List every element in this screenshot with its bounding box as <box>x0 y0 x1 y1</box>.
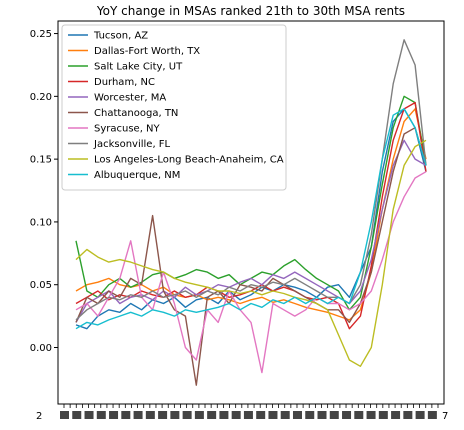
x-tick-label-glyph <box>305 411 315 419</box>
x-tick-label-glyph <box>219 411 229 419</box>
legend-label: Albuquerque, NM <box>94 170 180 181</box>
axes-frame <box>57 20 445 405</box>
x-tick-label-last: 7 <box>442 411 448 422</box>
legend-label: Worcester, MA <box>94 93 166 104</box>
x-tick-label-glyph <box>182 411 192 419</box>
x-tick-label-glyph <box>170 411 180 419</box>
series-line-7 <box>75 39 427 321</box>
x-tick-label-glyph <box>207 411 217 419</box>
x-tick-label-glyph <box>256 411 266 419</box>
x-tick-label-glyph <box>109 411 119 419</box>
series-line-5 <box>75 126 427 386</box>
legend-label: Salt Lake City, UT <box>94 62 183 73</box>
x-tick-label-glyph <box>378 411 388 419</box>
x-tick-label-glyph <box>342 411 352 419</box>
series-line-9 <box>75 108 427 330</box>
x-tick-label-glyph <box>391 411 401 419</box>
x-tick-label-glyph <box>354 411 364 419</box>
plot-area <box>75 39 427 386</box>
x-tick-label-glyph <box>72 411 82 419</box>
y-tick-label: 0.20 <box>30 92 52 103</box>
x-tick-label-first: 2 <box>36 411 42 422</box>
series-line-4 <box>75 139 427 323</box>
x-tick-label-glyph <box>366 411 376 419</box>
x-tick-label-glyph <box>268 411 278 419</box>
series-line-6 <box>75 171 427 374</box>
legend-label: Tucson, AZ <box>93 31 148 42</box>
x-tick-label-glyph <box>60 411 69 419</box>
x-tick-label-glyph <box>121 411 131 419</box>
x-tick-label-glyph <box>84 411 94 419</box>
y-tick-label: 0.00 <box>30 343 52 354</box>
x-tick-label-glyph <box>133 411 143 419</box>
x-tick-label-glyph <box>158 411 168 419</box>
legend-label: Chattanooga, TN <box>94 108 178 119</box>
y-tick-label: 0.25 <box>30 29 52 40</box>
x-tick-label-glyph <box>231 411 241 419</box>
x-tick-label-glyph <box>243 411 253 419</box>
x-tick-label-glyph <box>317 411 327 419</box>
x-tick-label-glyph <box>427 411 437 419</box>
legend-label: Syracuse, NY <box>94 124 161 135</box>
legend: Tucson, AZ Dallas-Fort Worth, TX Salt Lake… <box>61 24 287 191</box>
x-tick-label-glyph <box>403 411 413 419</box>
y-tick-label: 0.05 <box>30 280 52 291</box>
series-line-0 <box>75 108 427 330</box>
legend-label: Los Angeles-Long Beach-Anaheim, CA <box>94 155 284 166</box>
x-tick-label-glyph <box>96 411 106 419</box>
x-tick-label-glyph <box>280 411 290 419</box>
x-tick-label-glyph <box>292 411 302 419</box>
legend-label: Jacksonville, FL <box>93 139 171 150</box>
y-tick-label: 0.10 <box>30 217 52 228</box>
legend-label: Dallas-Fort Worth, TX <box>94 46 200 57</box>
x-tick-label-glyph <box>145 411 155 419</box>
x-tick-label-glyph <box>415 411 425 419</box>
series-line-8 <box>75 139 427 367</box>
legend-box <box>61 24 287 191</box>
chart-title: YoY change in MSAs ranked 21th to 30th M… <box>96 4 405 18</box>
x-tick-label-glyph <box>329 411 339 419</box>
legend-label: Durham, NC <box>94 77 155 88</box>
x-tick-label-glyph <box>194 411 204 419</box>
y-axis-ticks: 0.00 0.05 0.10 0.15 0.20 0.25 <box>30 29 58 354</box>
y-tick-label: 0.15 <box>30 155 52 166</box>
